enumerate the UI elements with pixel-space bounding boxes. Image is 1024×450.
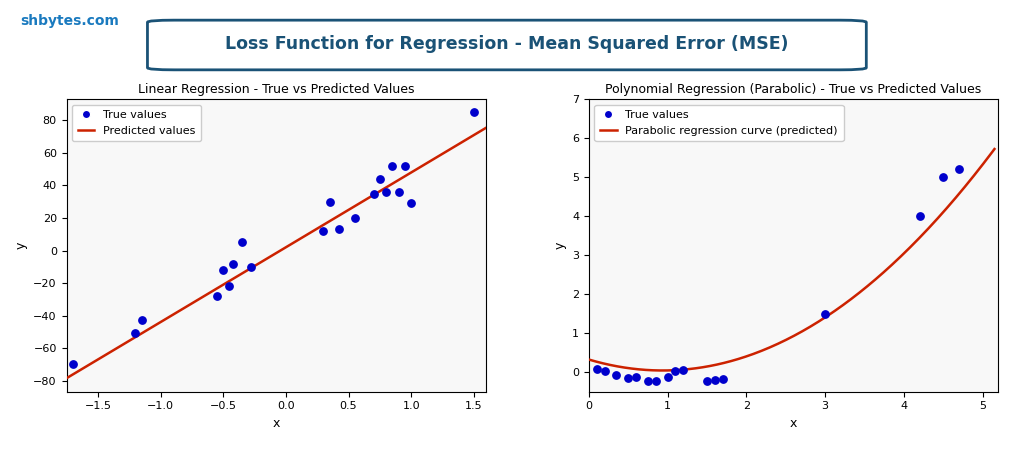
Point — [366, 190, 382, 197]
Point — [65, 361, 81, 368]
Point — [378, 189, 394, 196]
X-axis label: x: x — [790, 417, 798, 430]
Point — [698, 377, 715, 384]
Point — [209, 292, 225, 300]
Point — [243, 263, 259, 270]
Y-axis label: y: y — [14, 242, 28, 249]
Point — [817, 310, 834, 317]
Point — [322, 198, 338, 205]
Point — [620, 374, 636, 382]
Point — [372, 176, 388, 183]
Point — [384, 162, 400, 170]
Point — [628, 373, 644, 380]
Point — [346, 214, 362, 221]
Point — [215, 266, 231, 274]
Point — [715, 375, 731, 382]
Point — [589, 365, 605, 373]
Point — [596, 368, 612, 375]
Point — [640, 377, 656, 384]
Point — [396, 162, 413, 170]
Point — [911, 212, 928, 220]
Point — [659, 373, 676, 380]
Point — [707, 376, 723, 383]
Point — [225, 260, 242, 267]
Point — [668, 368, 684, 375]
Title: Polynomial Regression (Parabolic) - True vs Predicted Values: Polynomial Regression (Parabolic) - True… — [605, 83, 982, 96]
Point — [951, 166, 968, 173]
Point — [315, 227, 332, 234]
Point — [390, 189, 407, 196]
Point — [608, 372, 625, 379]
Point — [233, 239, 250, 246]
Point — [647, 377, 664, 384]
X-axis label: x: x — [272, 417, 281, 430]
Point — [127, 330, 143, 337]
Legend: True values, Parabolic regression curve (predicted): True values, Parabolic regression curve … — [594, 104, 844, 141]
Y-axis label: y: y — [553, 242, 566, 249]
Point — [675, 366, 691, 373]
Point — [221, 283, 238, 290]
Point — [403, 200, 420, 207]
FancyBboxPatch shape — [147, 20, 866, 70]
Point — [331, 226, 347, 233]
Text: shbytes.com: shbytes.com — [20, 14, 120, 27]
Point — [935, 173, 951, 180]
Point — [133, 317, 150, 324]
Text: Loss Function for Regression - Mean Squared Error (MSE): Loss Function for Regression - Mean Squa… — [225, 35, 788, 53]
Title: Linear Regression - True vs Predicted Values: Linear Regression - True vs Predicted Va… — [138, 83, 415, 96]
Legend: True values, Predicted values: True values, Predicted values — [72, 104, 201, 141]
Point — [466, 109, 482, 116]
